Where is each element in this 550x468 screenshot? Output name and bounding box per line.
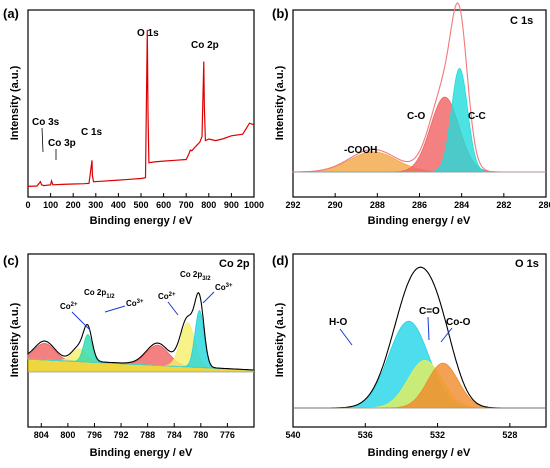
panel-label-b: (b) [272,6,289,21]
panel-b-xlabel: Binding energy / eV [368,215,471,227]
survey-line [27,29,255,187]
x-tick-label: 796 [87,430,102,440]
x-tick-label: 290 [328,200,343,210]
annotation-o1s: O 1s [137,28,159,39]
annotation-c-eq-o-arrow [427,316,430,341]
background-fill [28,359,254,372]
panel-c-ylabel: Intensity (a.u.) [9,302,21,377]
peak-c-o [293,96,546,173]
annotation-co-o-arrow [440,327,453,343]
annotation-c-o: C-O [407,111,426,122]
panel-label-c: (c) [3,253,19,268]
panel-d-title: O 1s [515,258,539,270]
annotation-cooh: -COOH [344,145,377,156]
annotation-co2plus-2: Co2+ [158,292,176,301]
annotation-co3plus-2-arrow [202,291,215,304]
annotation-co2plus-1-arrow [71,311,91,331]
annotation-c-eq-o: C=O [419,306,440,317]
annotation-c-c: C-C [468,111,486,122]
panel-b-annotations: -COOH C-O C-C [344,111,486,156]
annotation-co3p: Co 3p [48,138,76,149]
x-tick-label: 780 [193,430,208,440]
panel-a-xlabel: Binding energy / eV [90,215,193,227]
panel-c-annotations: Co2+ Co 2p1/2 Co3+ Co2+ Co 2p3/2 Co3+ [60,270,233,331]
x-tick-label: 784 [167,430,182,440]
annotation-h-o-arrow [339,328,353,346]
x-tick-label: 788 [140,430,155,440]
panel-c-xlabel: Binding energy / eV [90,447,193,459]
x-tick-label: 540 [285,430,300,440]
x-tick-label: 1000 [244,200,264,210]
panel-a-annotations: Co 3s Co 3p C 1s O 1s Co 2p [32,28,219,160]
annotation-co3s: Co 3s [32,117,60,128]
panel-c-frame [27,253,255,428]
x-tick-label: 800 [60,430,75,440]
x-tick-label: 600 [156,200,171,210]
panel-d-frame [292,253,547,428]
x-tick-label: 500 [133,200,148,210]
panel-d-ylabel: Intensity (a.u.) [274,302,286,377]
x-tick-label: 800 [201,200,216,210]
panel-b-ylabel: Intensity (a.u.) [274,65,286,140]
x-tick-label: 288 [370,200,385,210]
annotation-co2plus-1: Co2+ [60,302,78,311]
x-tick-label: 532 [430,430,445,440]
panel-b-title: C 1s [510,15,533,27]
panel-label-a: (a) [3,6,19,21]
x-tick-label: 804 [34,430,49,440]
x-tick-label: 776 [220,430,235,440]
annotation-co-o: Co-O [446,317,471,328]
peak-co3- [27,309,255,371]
x-tick-label: 900 [224,200,239,210]
panel-label-d: (d) [272,253,289,268]
annotation-co2p32: Co 2p3/2 [180,270,211,282]
annotation-h-o: H-O [329,317,348,328]
x-tick-label: 528 [502,430,517,440]
panel-d-xlabel: Binding energy / eV [368,447,471,459]
x-tick-label: 536 [358,430,373,440]
panel-c-title: Co 2p [219,258,250,270]
annotation-c1s-a: C 1s [81,127,103,138]
annotation-co2plus-2-arrow [167,301,179,316]
x-tick-label: 280 [538,200,550,210]
x-tick-label: 282 [496,200,511,210]
x-tick-label: 284 [454,200,469,210]
envelope-line [293,2,546,173]
x-tick-label: 792 [114,430,129,440]
x-tick-label: 100 [43,200,58,210]
annotation-co3s-arrow [41,127,44,153]
panel-a-plot: 0 100 200 300 400 500 600 700 800 900 1000 [25,29,264,210]
annotation-co2p-a: Co 2p [191,40,219,51]
x-tick-label: 200 [66,200,81,210]
x-tick-label: 292 [285,200,300,210]
annotation-co3plus-1-arrow [104,305,126,313]
x-tick-label: 400 [111,200,126,210]
panel-c-plot: 804 800 796 792 788 784 780 776 [27,291,255,440]
panel-a-ylabel: Intensity (a.u.) [9,65,21,140]
panel-b-plot: 292 290 288 286 284 282 280 [285,2,550,210]
x-tick-label: 286 [412,200,427,210]
x-tick-label: 300 [88,200,103,210]
panel-d-plot: 540 536 532 528 [285,266,546,440]
x-tick-label: 0 [25,200,30,210]
annotation-co2p12: Co 2p1/2 [84,288,115,300]
panel-d-annotations: H-O C=O Co-O [329,306,471,346]
envelope-line [27,291,254,371]
x-tick-label: 700 [179,200,194,210]
annotation-co3plus-2: Co3+ [215,283,233,292]
annotation-co3plus-1: Co3+ [126,299,144,308]
